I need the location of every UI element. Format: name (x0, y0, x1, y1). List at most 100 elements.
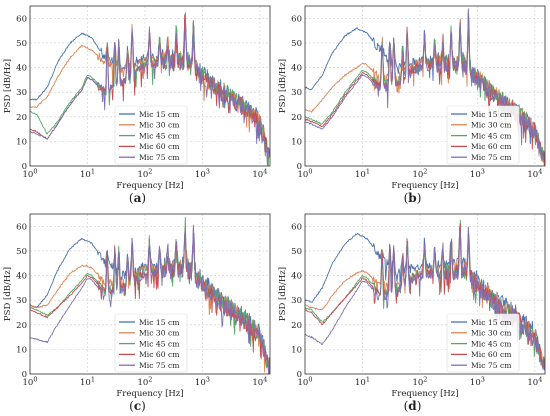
panel-b: 0 10 20 30 40 50 60 100 101 102 103 104 Frequency [H… (275, 0, 550, 208)
series-lines (30, 12, 270, 166)
y-axis-label: PSD [dB/Hz] (278, 59, 288, 113)
y-tick-label: 60 (16, 14, 27, 24)
legend-label: Mic 45 cm (139, 131, 179, 140)
y-tick-label: 50 (16, 39, 27, 49)
y-tick-label: 0 (297, 370, 302, 380)
x-tick-label: 100 (23, 168, 38, 181)
legend-label: Mic 30 cm (139, 121, 179, 130)
y-tick-label: 60 (291, 14, 302, 24)
legend-box (114, 313, 188, 373)
x-tick-label: 100 (298, 376, 313, 389)
series-lines (30, 216, 270, 374)
legend-label: Mic 15 cm (139, 318, 179, 327)
legend-label: Mic 30 cm (139, 329, 179, 338)
legend-label: Mic 60 cm (139, 142, 179, 151)
x-tick-label: 103 (470, 168, 485, 181)
chart-d: 0 10 20 30 40 50 60 100 101 102 103 104 Frequency [H… (278, 213, 546, 398)
x-tick-label: 102 (137, 376, 152, 389)
legend-label: Mic 60 cm (471, 142, 511, 151)
legend-label: Mic 75 cm (139, 361, 179, 370)
y-tick-label: 60 (16, 222, 27, 232)
y-tick-label: 10 (291, 345, 302, 355)
y-tick-label: 10 (16, 137, 27, 147)
y-tick-label: 0 (297, 162, 302, 172)
y-tick-label: 0 (22, 162, 27, 172)
legend-label: Mic 60 cm (471, 350, 511, 359)
y-tick-label: 40 (291, 64, 302, 74)
x-tick-label: 104 (527, 168, 542, 181)
panel-label-c: (c) (129, 399, 146, 413)
x-axis-label: Frequency [Hz] (391, 181, 458, 190)
panel-c: 0 10 20 30 40 50 60 100 101 102 103 104 Frequency [H… (0, 208, 275, 416)
panel-label-a: (a) (128, 191, 147, 205)
y-tick-label: 0 (22, 370, 27, 380)
axes-frame (29, 213, 271, 375)
y-tick-label: 50 (291, 39, 302, 49)
y-tick-label: 40 (291, 272, 302, 282)
y-tick-label: 10 (16, 345, 27, 355)
y-tick-label: 40 (16, 272, 27, 282)
legend-label: Mic 75 cm (471, 361, 511, 370)
x-tick-label: 103 (195, 168, 210, 181)
y-tick-label: 20 (16, 321, 27, 331)
chart-c: 0 10 20 30 40 50 60 100 101 102 103 104 Frequency [H… (3, 213, 271, 398)
series-lines (305, 219, 545, 371)
legend-label: Mic 30 cm (471, 121, 511, 130)
panel-label-d: (d) (403, 399, 422, 413)
series-line-mic-75-cm (30, 224, 270, 374)
x-tick-label: 102 (412, 376, 427, 389)
y-tick-label: 30 (291, 296, 302, 306)
panel-label-b: (b) (403, 191, 422, 205)
axes-frame (29, 5, 271, 167)
legend-label: Mic 30 cm (471, 329, 511, 338)
y-tick-label: 40 (16, 64, 27, 74)
x-tick-label: 101 (80, 376, 95, 389)
x-tick-label: 104 (527, 376, 542, 389)
legend-label: Mic 45 cm (471, 339, 511, 348)
y-axis-label: PSD [dB/Hz] (278, 267, 288, 321)
x-tick-label: 103 (470, 376, 485, 389)
legend-label: Mic 75 cm (471, 153, 511, 162)
y-tick-label: 50 (291, 247, 302, 257)
panel-a: 0 10 20 30 40 50 60 100 101 102 103 104 Frequency [H… (0, 0, 275, 208)
y-tick-label: 30 (291, 88, 302, 98)
panel-d: 0 10 20 30 40 50 60 100 101 102 103 104 Frequency [H… (275, 208, 550, 416)
x-tick-label: 104 (252, 168, 267, 181)
series-line-mic-75-cm (305, 226, 545, 371)
x-tick-label: 100 (23, 376, 38, 389)
y-axis-label: PSD [dB/Hz] (3, 267, 13, 321)
legend-box (446, 313, 520, 373)
chart-a: 0 10 20 30 40 50 60 100 101 102 103 104 Frequency [H… (3, 5, 271, 190)
series-line-mic-75-cm (30, 20, 270, 165)
legend-box (446, 105, 520, 165)
x-tick-label: 102 (412, 168, 427, 181)
x-tick-label: 101 (355, 168, 370, 181)
x-tick-label: 101 (355, 376, 370, 389)
y-tick-label: 20 (291, 113, 302, 123)
x-tick-label: 103 (195, 376, 210, 389)
legend-box (114, 105, 188, 165)
series-line-mic-75-cm (305, 8, 545, 161)
y-tick-label: 10 (291, 137, 302, 147)
y-tick-label: 50 (16, 247, 27, 257)
y-tick-label: 20 (291, 321, 302, 331)
legend-label: Mic 15 cm (139, 110, 179, 119)
y-tick-label: 20 (16, 113, 27, 123)
legend-label: Mic 45 cm (471, 131, 511, 140)
y-axis-label: PSD [dB/Hz] (3, 59, 13, 113)
chart-b: 0 10 20 30 40 50 60 100 101 102 103 104 Frequency [H… (278, 5, 546, 190)
y-tick-label: 30 (16, 296, 27, 306)
y-tick-label: 60 (291, 222, 302, 232)
x-axis-label: Frequency [Hz] (116, 389, 183, 398)
legend-label: Mic 45 cm (139, 339, 179, 348)
x-tick-label: 104 (252, 376, 267, 389)
axes-frame (304, 213, 546, 375)
x-axis-label: Frequency [Hz] (391, 389, 458, 398)
x-tick-label: 101 (80, 168, 95, 181)
x-axis-label: Frequency [Hz] (116, 181, 183, 190)
